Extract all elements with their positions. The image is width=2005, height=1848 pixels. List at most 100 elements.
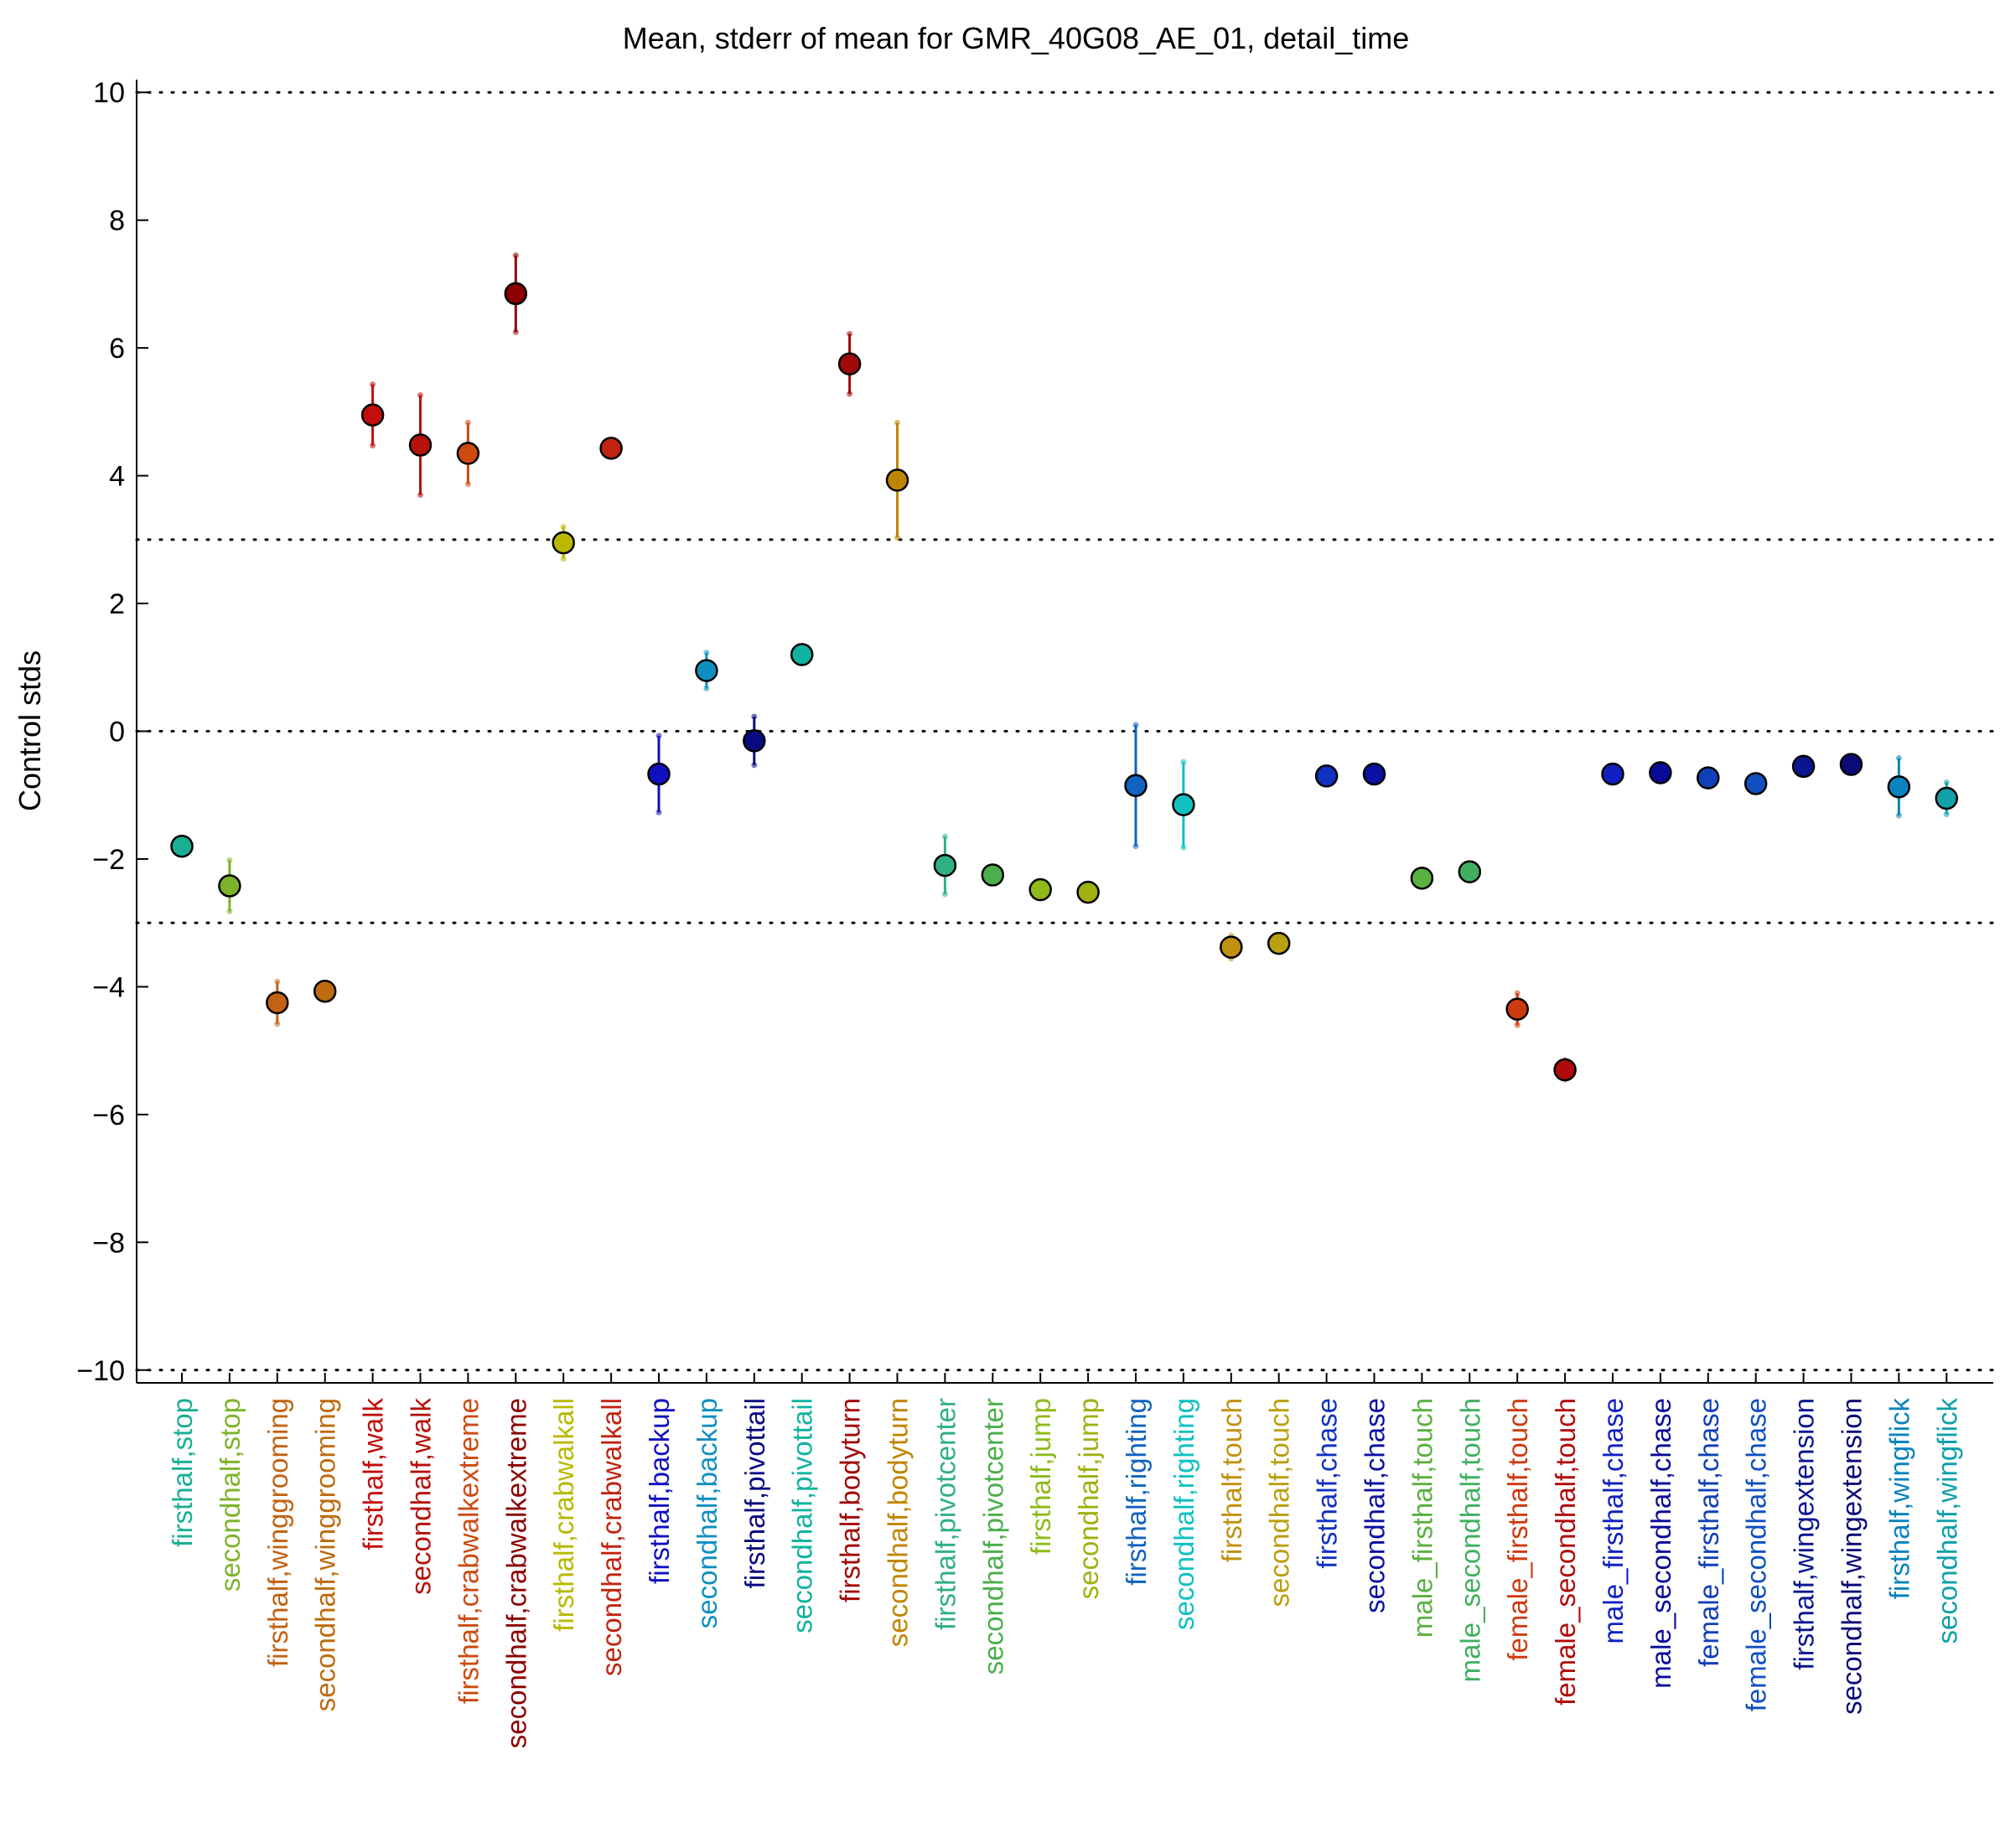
x-tick-label: secondhalf,touch — [1264, 1398, 1295, 1607]
y-tick-label: 8 — [109, 205, 125, 237]
x-tick-label: secondhalf,winggrooming — [310, 1398, 341, 1711]
error-cap-bottom — [894, 535, 900, 541]
x-tick-label: secondhalf,backup — [692, 1398, 723, 1628]
y-tick-label: −6 — [92, 1100, 125, 1131]
error-bars — [226, 252, 1950, 1083]
x-tick-label: female_firsthalf,chase — [1693, 1398, 1724, 1667]
x-tick-label: secondhalf,righting — [1168, 1398, 1199, 1630]
data-point — [313, 979, 337, 1003]
data-point — [1505, 997, 1529, 1021]
data-point — [1649, 761, 1672, 784]
y-tick-label: 2 — [109, 588, 125, 620]
data-point — [266, 991, 289, 1015]
error-cap-bottom — [464, 481, 471, 488]
y-tick-label: −8 — [92, 1227, 125, 1259]
x-tick-label: firsthalf,crabwalkextreme — [453, 1398, 484, 1704]
x-tick-label: female_secondhalf,touch — [1550, 1398, 1581, 1706]
y-ticks: 10 8 6 4 2 0 −2 −4 −6 −8 −10 — [76, 77, 148, 1387]
x-tick-label: firsthalf,crabwalkall — [548, 1398, 579, 1632]
data-point — [552, 531, 575, 555]
x-tick-label: secondhalf,wingflick — [1931, 1398, 1962, 1644]
error-cap-bottom — [1514, 1022, 1521, 1028]
y-tick-label: −4 — [92, 971, 125, 1003]
error-cap-top — [703, 650, 710, 656]
data-point — [1410, 867, 1434, 890]
error-cap-top — [417, 392, 423, 399]
x-tick-label: secondhalf,wingextension — [1837, 1398, 1868, 1715]
data-point — [1314, 764, 1339, 788]
error-cap-top — [941, 833, 948, 840]
data-point — [1601, 762, 1624, 786]
x-tick-label: firsthalf,righting — [1121, 1398, 1152, 1586]
y-tick-label: 10 — [93, 77, 125, 109]
error-cap-top — [1943, 779, 1950, 785]
data-point — [456, 442, 480, 465]
data-point — [1124, 774, 1148, 798]
error-cap-top — [370, 381, 376, 388]
data-point — [504, 282, 528, 306]
data-point — [933, 853, 957, 877]
error-cap-bottom — [1895, 812, 1902, 819]
data-point — [218, 874, 241, 898]
error-cap-top — [1180, 758, 1187, 765]
x-tick-label: secondhalf,jump — [1073, 1398, 1104, 1599]
x-tick-label: firsthalf,jump — [1025, 1398, 1056, 1555]
x-tick-label: firsthalf,pivottail — [739, 1398, 770, 1588]
error-cap-top — [1514, 990, 1521, 996]
x-tick-label: firsthalf,bodyturn — [835, 1398, 866, 1602]
x-tick-label: firsthalf,touch — [1216, 1398, 1247, 1562]
data-point — [1553, 1058, 1577, 1082]
data-point — [360, 403, 385, 427]
x-tick-label: secondhalf,chase — [1360, 1398, 1391, 1613]
y-axis-label: Control stds — [13, 650, 47, 811]
error-cap-bottom — [560, 556, 567, 562]
error-cap-top — [560, 524, 567, 531]
data-point — [1743, 772, 1768, 795]
data-point — [1362, 762, 1386, 786]
data-point — [1076, 880, 1100, 904]
x-tick-label: secondhalf,pivottail — [787, 1398, 818, 1633]
error-cap-top — [655, 732, 662, 739]
error-cap-top — [512, 252, 519, 259]
chart-title: Mean, stderr of mean for GMR_40G08_AE_01… — [623, 21, 1409, 55]
x-tick-label: female_firsthalf,touch — [1502, 1398, 1533, 1661]
error-cap-bottom — [703, 685, 710, 691]
data-point — [1839, 753, 1863, 776]
error-cap-bottom — [370, 443, 376, 449]
x-tick-label: firsthalf,wingflick — [1883, 1398, 1914, 1600]
error-cap-bottom — [226, 908, 233, 914]
x-tick-labels: firsthalf,stop secondhalf,stop firsthalf,w… — [167, 1373, 1962, 1748]
error-cap-bottom — [751, 762, 758, 769]
x-tick-label: firsthalf,wingextension — [1789, 1398, 1820, 1670]
y-tick-label: 6 — [109, 333, 125, 365]
data-point — [1791, 754, 1816, 779]
error-cap-top — [464, 419, 471, 426]
y-tick-label: 0 — [109, 717, 125, 748]
data-points — [170, 282, 1959, 1082]
data-point — [1267, 931, 1291, 955]
x-tick-label: male_firsthalf,touch — [1407, 1398, 1438, 1638]
error-cap-top — [894, 419, 900, 426]
data-point — [599, 437, 623, 460]
x-tick-label: secondhalf,crabwalkall — [596, 1398, 627, 1676]
error-cap-bottom — [512, 329, 519, 335]
x-tick-label: secondhalf,walk — [406, 1398, 437, 1595]
data-point — [1887, 775, 1911, 799]
data-point — [837, 352, 862, 375]
x-tick-label: secondhalf,crabwalkextreme — [500, 1398, 531, 1748]
error-cap-bottom — [1943, 811, 1950, 818]
error-cap-top — [274, 978, 281, 985]
x-tick-label: female_secondhalf,chase — [1741, 1398, 1772, 1711]
error-cap-top — [847, 330, 853, 337]
error-cap-bottom — [1132, 843, 1139, 850]
data-point — [1458, 860, 1482, 883]
x-tick-label: firsthalf,pivotcenter — [930, 1398, 961, 1630]
x-tick-label: firsthalf,backup — [644, 1398, 675, 1584]
error-cap-top — [226, 857, 233, 863]
error-cap-bottom — [847, 391, 853, 397]
y-tick-label: 4 — [109, 461, 125, 493]
data-point — [981, 863, 1005, 887]
error-cap-bottom — [1180, 844, 1187, 851]
x-tick-label: secondhalf,stop — [215, 1398, 246, 1592]
